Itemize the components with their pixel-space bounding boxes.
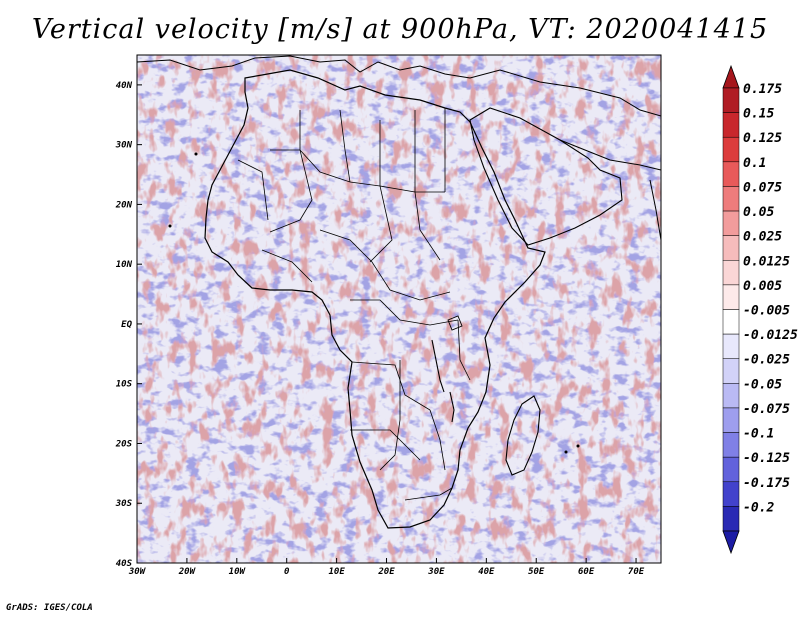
coastlines bbox=[137, 55, 661, 529]
y-tick-label: EQ bbox=[121, 320, 132, 330]
x-tick-label: 10E bbox=[328, 567, 345, 577]
lake-malawi bbox=[449, 391, 455, 423]
x-tick-label: 30W bbox=[128, 567, 147, 577]
plot-area bbox=[136, 54, 662, 564]
x-tick-label: 60E bbox=[578, 567, 595, 577]
colorbar-swatch bbox=[722, 186, 740, 212]
colorbar-swatch bbox=[722, 407, 740, 433]
colorbar-swatch bbox=[722, 260, 740, 286]
mauritius-island bbox=[564, 450, 568, 454]
x-tick-label: 20W bbox=[178, 567, 197, 577]
reunion-island bbox=[576, 444, 580, 448]
colorbar-label: 0.15 bbox=[743, 107, 774, 122]
y-tick-label: 10S bbox=[116, 380, 133, 390]
colorbar-label: 0.075 bbox=[743, 180, 782, 195]
chart-title: Vertical velocity [m/s] at 900hPa, VT: 2… bbox=[31, 14, 769, 45]
colorbar-label: 0.1 bbox=[743, 156, 766, 171]
colorbar-label: 0.05 bbox=[743, 205, 774, 220]
colorbar-swatch bbox=[722, 383, 740, 409]
colorbar-swatch bbox=[722, 235, 740, 261]
colorbar-top-extension bbox=[722, 64, 740, 89]
colorbar-swatch bbox=[722, 481, 740, 507]
y-axis: 40N 30N 20N 10N EQ 10S 20S 30S 40S bbox=[115, 81, 142, 569]
x-tick-label: 0 bbox=[284, 567, 290, 577]
colorbar-label: 0.0125 bbox=[743, 254, 790, 269]
plot-frame bbox=[136, 54, 662, 564]
lake-victoria bbox=[447, 315, 463, 331]
colorbar-bottom-extension bbox=[722, 530, 740, 555]
x-tick-label: 20E bbox=[377, 567, 395, 577]
india-coastline bbox=[649, 179, 661, 241]
x-tick-label: 40E bbox=[478, 567, 495, 577]
colorbar-label: -0.075 bbox=[743, 402, 790, 417]
y-tick-label: 20N bbox=[115, 200, 133, 210]
y-tick-label: 30N bbox=[115, 141, 133, 151]
colorbar-swatch bbox=[722, 136, 740, 163]
madagascar-coastline bbox=[505, 395, 541, 476]
lake-tanganyika bbox=[431, 339, 445, 393]
arabia-coastline bbox=[469, 107, 623, 246]
y-tick-label: 10N bbox=[116, 260, 133, 270]
colorbar-swatch bbox=[722, 161, 740, 187]
x-tick-label: 50E bbox=[528, 567, 545, 577]
colorbar-swatch bbox=[722, 506, 740, 532]
colorbar-swatch bbox=[722, 309, 740, 335]
colorbar-label: -0.025 bbox=[743, 353, 790, 368]
colorbar-swatch bbox=[722, 358, 740, 384]
europe-coastline bbox=[137, 55, 661, 117]
cape-verde-islands bbox=[168, 224, 172, 228]
colorbar-label: 0.125 bbox=[743, 131, 782, 146]
x-tick-label: 30E bbox=[427, 567, 445, 577]
iran-coastline bbox=[559, 139, 661, 171]
colorbar-label: -0.125 bbox=[743, 451, 790, 466]
colorbar-swatch bbox=[722, 432, 740, 458]
colorbar-swatch bbox=[722, 210, 740, 236]
y-tick-label: 40S bbox=[116, 559, 133, 569]
velocity-field-texture bbox=[137, 55, 661, 563]
colorbar-swatch bbox=[722, 333, 740, 359]
colorbar-swatch bbox=[722, 87, 740, 113]
colorbar-label: -0.175 bbox=[743, 476, 790, 491]
x-tick-label: 10W bbox=[229, 567, 247, 577]
x-tick-label: 70E bbox=[628, 567, 645, 577]
colorbar-swatch bbox=[722, 112, 740, 138]
colorbar-label: -0.0125 bbox=[743, 328, 798, 343]
grads-credit: GrADS: IGES/COLA bbox=[6, 603, 93, 613]
x-axis: 30W 20W 10W 0 10E 20E 30E 40E 50E 60E 70E bbox=[128, 558, 645, 577]
colorbar-label: -0.05 bbox=[743, 377, 782, 392]
colorbar-label: -0.1 bbox=[743, 427, 774, 442]
country-borders bbox=[237, 108, 471, 501]
y-tick-label: 40N bbox=[116, 81, 133, 91]
colorbar-label: -0.005 bbox=[743, 304, 790, 319]
y-tick-label: 30S bbox=[115, 499, 133, 509]
colorbar-label: 0.005 bbox=[743, 279, 782, 294]
colorbar-swatch bbox=[722, 284, 740, 310]
colorbar-swatch bbox=[722, 456, 740, 483]
colorbar-label: 0.175 bbox=[743, 82, 782, 97]
colorbar-label: -0.2 bbox=[743, 500, 774, 515]
canary-islands bbox=[194, 152, 198, 156]
africa-coastline bbox=[204, 69, 546, 529]
y-tick-label: 20S bbox=[115, 439, 133, 449]
colorbar-label: 0.025 bbox=[743, 230, 782, 245]
colorbar: 0.175 0.15 0.125 0.1 0.075 0.05 0.025 0.0125 0.0… bbox=[722, 64, 798, 555]
